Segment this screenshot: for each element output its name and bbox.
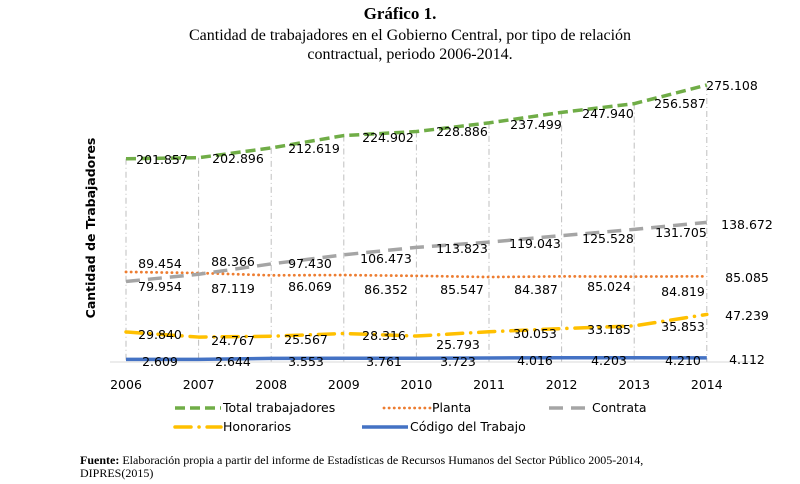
source-text-line2: DIPRES(2015) bbox=[80, 466, 154, 480]
data-label: 119.043 bbox=[509, 236, 561, 251]
data-label: 131.705 bbox=[655, 225, 707, 240]
data-label: 256.587 bbox=[654, 96, 706, 111]
legend-item: Planta bbox=[382, 400, 471, 415]
legend-item: Honorarios bbox=[173, 419, 291, 434]
data-label: 201.857 bbox=[136, 152, 188, 167]
data-label: 247.940 bbox=[582, 106, 634, 121]
data-label: 84.387 bbox=[514, 282, 558, 297]
data-label: 47.239 bbox=[725, 308, 769, 323]
data-label: 85.024 bbox=[587, 279, 631, 294]
legend: Total trabajadores Planta Contrata Honorari… bbox=[173, 400, 647, 434]
data-label: 2.644 bbox=[215, 354, 251, 369]
data-label: 3.723 bbox=[440, 354, 476, 369]
gridlines bbox=[125, 85, 708, 362]
data-label: 85.085 bbox=[725, 270, 769, 285]
data-label: 228.886 bbox=[436, 124, 488, 139]
data-label: 85.547 bbox=[440, 282, 484, 297]
data-label: 4.016 bbox=[517, 353, 553, 368]
data-label: 224.902 bbox=[362, 130, 414, 145]
chart-title: Gráfico 1. bbox=[363, 4, 437, 23]
data-label: 89.454 bbox=[138, 256, 182, 271]
data-label: 125.528 bbox=[582, 231, 634, 246]
legend-label: Honorarios bbox=[223, 419, 291, 434]
x-tick-label: 2013 bbox=[618, 377, 650, 392]
data-label: 106.473 bbox=[360, 251, 412, 266]
x-tick-label: 2009 bbox=[328, 377, 360, 392]
chart-subtitle: Cantidad de trabajadores en el Gobierno … bbox=[188, 27, 632, 63]
data-label: 87.119 bbox=[211, 281, 255, 296]
source-label: Fuente: bbox=[80, 453, 120, 467]
data-label: 88.366 bbox=[211, 254, 255, 269]
data-label: 212.619 bbox=[288, 141, 340, 156]
x-tick-label: 2007 bbox=[183, 377, 215, 392]
data-label: 97.430 bbox=[288, 256, 332, 271]
x-tick-label: 2012 bbox=[546, 377, 578, 392]
series-line-total-trabajadores bbox=[125, 83, 708, 161]
data-label: 24.767 bbox=[211, 333, 255, 348]
legend-item: Contrata bbox=[549, 400, 647, 415]
data-labels: 201.857 202.896 212.619 224.902 228.886 237.4… bbox=[136, 78, 773, 369]
data-label: 138.672 bbox=[721, 217, 773, 232]
legend-label: Total trabajadores bbox=[222, 400, 335, 415]
data-label: 33.185 bbox=[587, 322, 631, 337]
x-tick-label: 2006 bbox=[110, 377, 142, 392]
data-label: 4.112 bbox=[729, 352, 765, 367]
data-label: 237.499 bbox=[510, 117, 562, 132]
series-line-contrata bbox=[125, 220, 707, 284]
x-axis-ticks: 2006 2007 2008 2009 2010 2011 2012 2013 2014 bbox=[110, 377, 723, 392]
y-axis-label: Cantidad de Trabajadores bbox=[83, 138, 98, 319]
data-label: 25.567 bbox=[284, 332, 328, 347]
legend-label: Código del Trabajo bbox=[410, 419, 526, 434]
data-label: 30.053 bbox=[513, 326, 557, 341]
data-label: 2.609 bbox=[142, 354, 178, 369]
data-label: 86.352 bbox=[364, 282, 408, 297]
legend-label: Contrata bbox=[592, 400, 647, 415]
data-label: 29.840 bbox=[138, 327, 182, 342]
x-tick-label: 2008 bbox=[255, 377, 287, 392]
data-label: 4.210 bbox=[665, 353, 701, 368]
series-lines bbox=[124, 83, 709, 362]
data-label: 4.203 bbox=[591, 353, 627, 368]
data-label: 113.823 bbox=[436, 241, 488, 256]
x-tick-label: 2011 bbox=[473, 377, 505, 392]
x-tick-label: 2014 bbox=[691, 377, 723, 392]
legend-item: Código del Trabajo bbox=[362, 419, 526, 434]
series-line-honorarios bbox=[124, 312, 709, 339]
data-label: 86.069 bbox=[288, 279, 332, 294]
data-label: 25.793 bbox=[436, 337, 480, 352]
data-label: 202.896 bbox=[212, 151, 264, 166]
source-note: Fuente: Elaboración propia a partir del … bbox=[80, 454, 780, 480]
data-label: 3.553 bbox=[288, 354, 324, 369]
data-label: 275.108 bbox=[706, 78, 758, 93]
source-text-line1: Elaboración propia a partir del informe … bbox=[122, 453, 644, 467]
legend-item: Total trabajadores bbox=[175, 400, 335, 415]
x-tick-label: 2010 bbox=[400, 377, 432, 392]
data-label: 28.316 bbox=[362, 328, 406, 343]
data-label: 3.761 bbox=[366, 354, 402, 369]
series-line-c-digo-del-trabajo bbox=[125, 356, 707, 362]
series-line-planta bbox=[124, 270, 709, 279]
data-label: 84.819 bbox=[661, 284, 705, 299]
data-label: 79.954 bbox=[138, 279, 182, 294]
legend-label: Planta bbox=[432, 400, 471, 415]
data-label: 35.853 bbox=[661, 319, 705, 334]
